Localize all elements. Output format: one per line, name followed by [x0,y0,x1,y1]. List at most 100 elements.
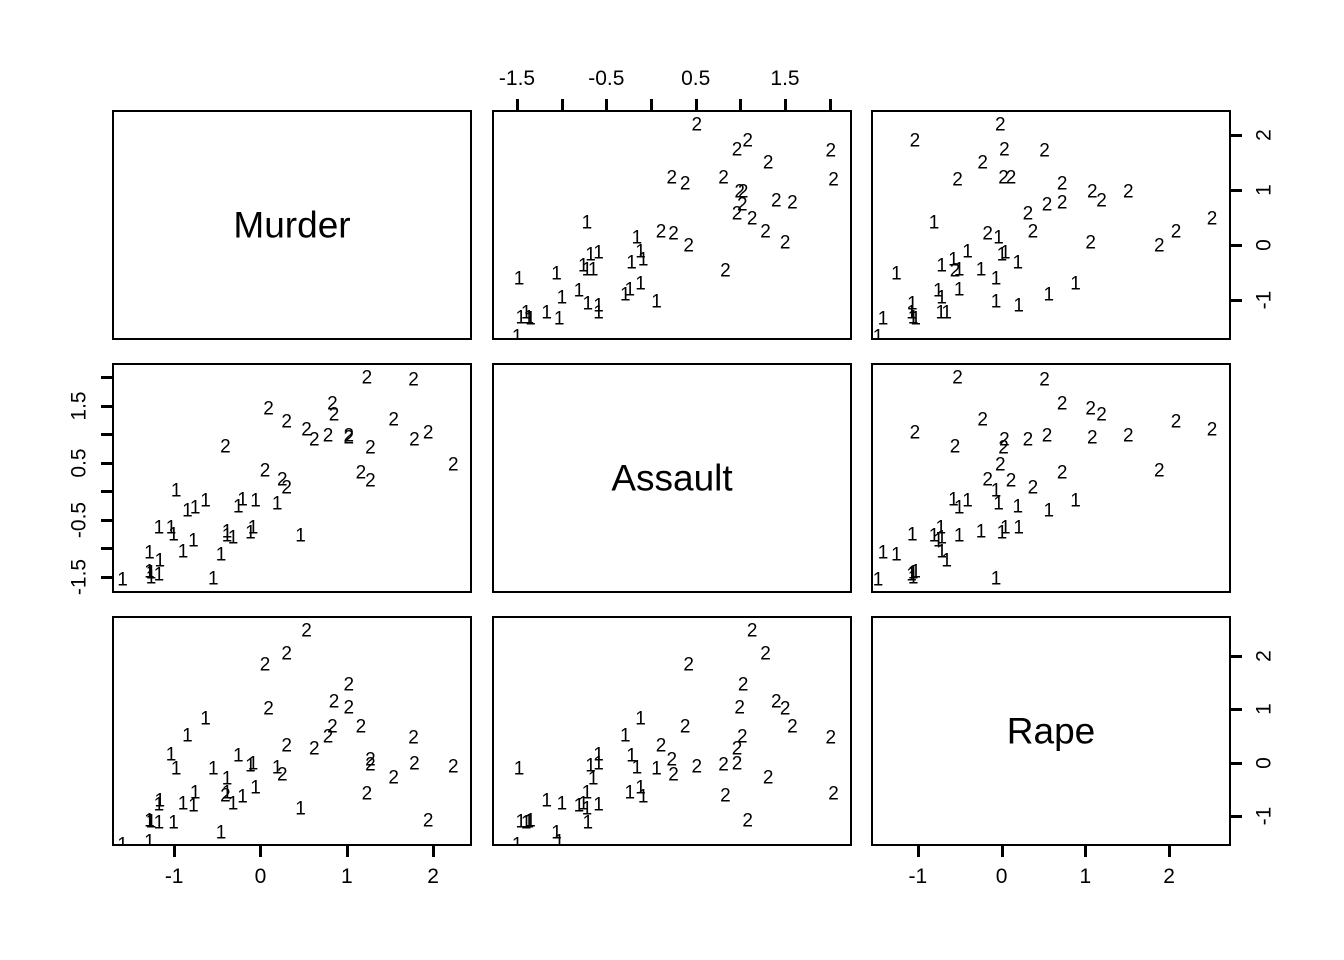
data-point: 2 [1022,203,1034,225]
data-point: 2 [1056,173,1068,195]
data-point: 2 [365,437,376,459]
data-point: 1 [177,793,189,815]
data-point: 1 [250,490,261,512]
axis-tick-label: 2 [1163,865,1175,888]
data-point: 2 [952,169,963,191]
data-point: 2 [343,697,355,719]
axis-tick-label: -1 [908,865,928,888]
data-point: 2 [388,767,399,789]
data-point: 2 [737,181,749,203]
data-point: 1 [153,517,165,539]
axis-tick-label: 2 [427,865,439,888]
data-point: 2 [679,716,691,738]
data-point: 2 [1085,232,1096,254]
data-point: 2 [1123,181,1134,203]
data-point: 1 [996,244,1008,266]
data-point: 1 [145,811,157,833]
data-point: 1 [556,793,568,815]
data-point: 2 [1041,194,1053,216]
data-point: 2 [691,756,703,778]
data-point: 2 [343,427,355,449]
data-point: 1 [144,810,155,832]
data-point: 1 [906,564,917,585]
data-point: 1 [221,768,233,790]
data-point: 1 [1043,500,1055,522]
data-point: 1 [520,302,532,324]
data-point: 1 [154,790,166,812]
data-point: 1 [933,530,944,552]
data-point: 1 [215,544,227,566]
data-point: 1 [877,542,889,564]
data-point: 2 [995,114,1006,136]
data-point: 2 [408,727,419,749]
data-point: 1 [635,777,646,799]
data-point: 1 [872,569,884,591]
data-point: 1 [593,794,604,816]
data-point: 2 [422,810,434,832]
data-point: 1 [221,782,233,804]
data-point: 1 [271,757,283,779]
data-point: 1 [200,490,211,512]
axis-tick [101,404,112,408]
data-point: 1 [941,302,952,324]
data-point: 2 [760,221,771,243]
axis-tick [605,99,609,110]
data-point: 2 [1154,235,1165,256]
data-point: 2 [734,181,745,203]
data-point: 2 [1085,398,1096,420]
axis-tick-label: -1 [1252,806,1276,826]
axis-tick-label: 1 [1252,703,1276,715]
data-point: 2 [301,620,312,642]
data-point: 2 [1087,181,1098,203]
data-point: 2 [1154,460,1165,482]
data-point: 2 [982,469,993,491]
data-point: 1 [907,307,919,329]
axis-tick [101,461,112,465]
data-point: 2 [277,469,288,491]
axis-tick-label: 0 [254,865,267,888]
data-point: 1 [587,768,599,790]
axis-tick [694,99,698,110]
data-point: 1 [990,480,1002,502]
axis-tick-label: -0.5 [588,67,625,90]
data-point: 2 [355,462,367,484]
data-point: 1 [635,708,646,730]
axis-tick-label: 0 [1252,756,1276,769]
data-point: 1 [182,500,193,522]
axis-tick [1231,708,1242,712]
data-point: 1 [1043,284,1055,306]
data-point: 1 [541,302,552,324]
axis-tick-label: 0.5 [67,448,91,478]
data-point: 2 [760,643,771,665]
data-point: 2 [281,735,292,757]
data-point: 2 [1087,427,1098,449]
data-point: 1 [1000,517,1011,539]
data-point: 2 [355,716,367,738]
data-point: 2 [365,470,376,492]
data-point: 2 [977,152,988,174]
data-point: 1 [153,794,165,816]
data-point: 1 [515,811,527,833]
data-point: 2 [771,691,782,713]
axis-tick-label: 1 [340,865,353,888]
data-point: 1 [936,527,947,549]
data-point: 1 [168,812,179,834]
data-point: 1 [145,811,157,833]
data-point: 2 [731,139,743,161]
data-point: 1 [189,497,201,519]
data-point: 1 [1012,252,1024,274]
data-point: 2 [655,221,667,243]
data-point: 2 [1005,470,1017,492]
data-point: 1 [585,755,596,777]
data-point: 1 [1000,242,1011,264]
data-point: 2 [220,436,231,458]
data-point: 2 [361,783,373,805]
data-point: 1 [573,795,585,817]
data-point: 1 [511,326,523,340]
data-point: 2 [734,697,745,719]
data-point: 1 [525,308,536,330]
data-point: 1 [573,280,585,302]
data-point: 1 [962,490,973,512]
data-point: 2 [999,429,1010,451]
